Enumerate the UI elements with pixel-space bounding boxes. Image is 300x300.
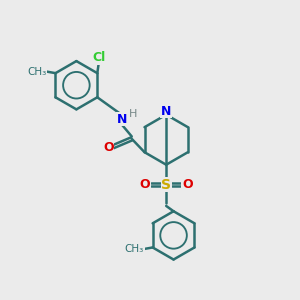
Text: N: N [117, 112, 127, 126]
Text: CH₃: CH₃ [28, 67, 47, 77]
Text: O: O [103, 141, 113, 154]
Text: H: H [129, 109, 137, 119]
Text: S: S [161, 178, 171, 192]
Text: N: N [161, 105, 171, 118]
Text: Cl: Cl [92, 51, 105, 64]
Text: O: O [182, 178, 193, 191]
Text: O: O [140, 178, 150, 191]
Text: CH₃: CH₃ [125, 244, 144, 254]
